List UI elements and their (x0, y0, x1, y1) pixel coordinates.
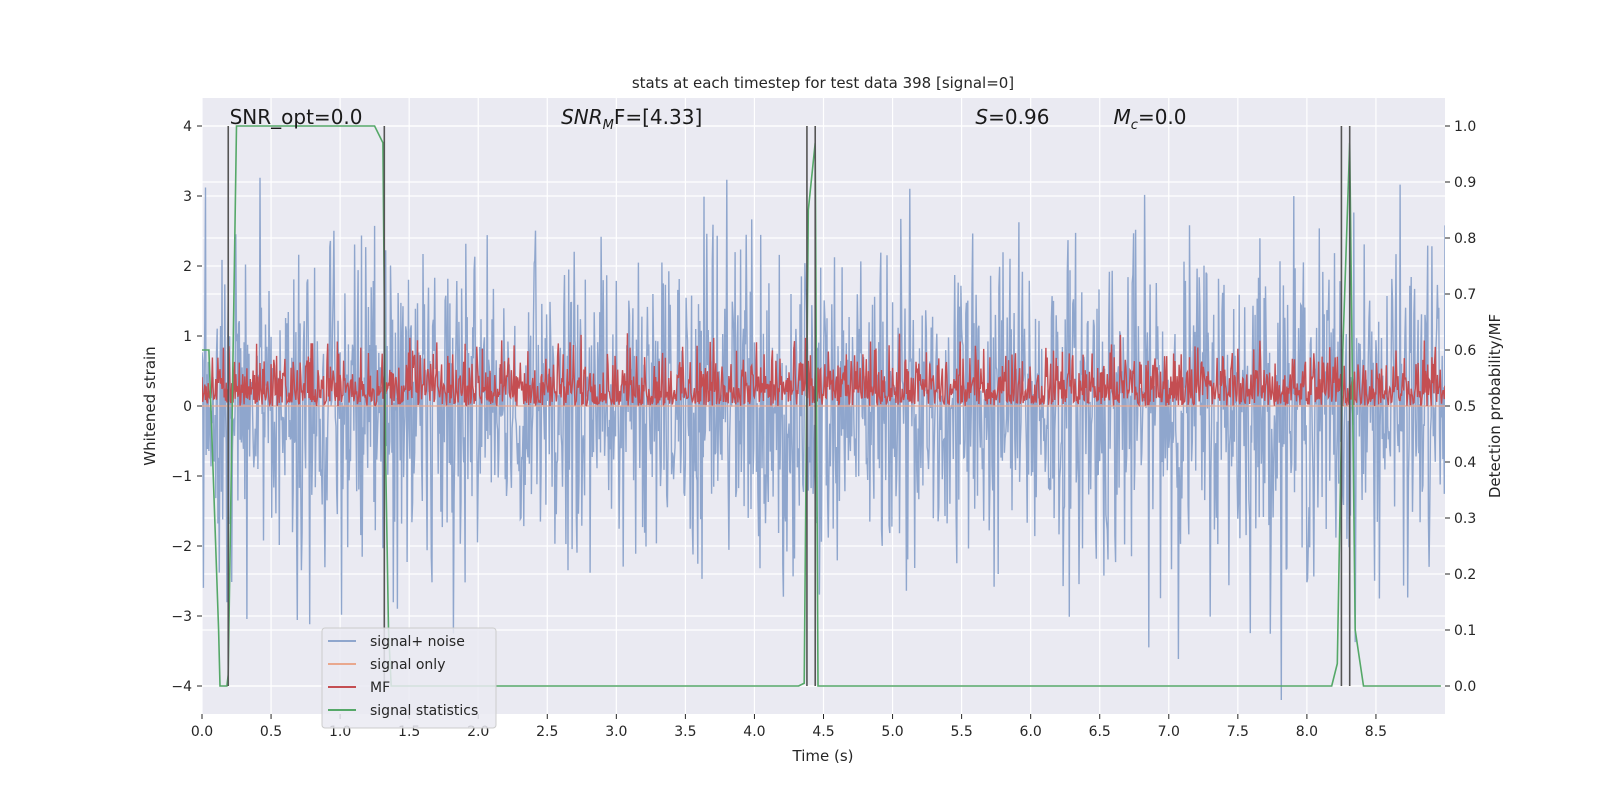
left-y-tick-label: −1 (171, 469, 192, 485)
legend: signal+ noise signal only MF signal statist… (321, 627, 497, 729)
right-y-axis-label: Detection probability/MF (1486, 314, 1504, 498)
legend-entry: signal only (370, 657, 445, 673)
right-y-tick-label: 0.4 (1454, 455, 1476, 471)
x-axis-label: Time (s) (792, 747, 854, 765)
right-y-tick-label: 0.9 (1454, 175, 1476, 191)
vertical-lines (227, 126, 1351, 686)
series-signal-statistics-line (202, 125, 1441, 687)
right-y-tick-label: 0.2 (1454, 567, 1476, 583)
series-layer (202, 125, 1445, 701)
right-y-tick-label: 0.6 (1454, 343, 1476, 359)
right-y-tick-label: 0.1 (1454, 623, 1476, 639)
left-y-axis-ticks: 4 3 2 1 0 −1 −2 −3 −4 (171, 119, 202, 695)
x-tick-label: 0.5 (260, 724, 282, 740)
annotations: SNR_opt=0.0 SNRMF=[4.33] S=0.96 Mc=0.0 (230, 105, 1187, 133)
x-tick-label: 3.0 (605, 724, 627, 740)
x-tick-label: 8.0 (1296, 724, 1318, 740)
left-y-tick-label: 4 (183, 119, 192, 135)
left-y-tick-label: −3 (171, 609, 192, 625)
right-y-tick-label: 1.0 (1454, 119, 1476, 135)
x-tick-label: 6.5 (1089, 724, 1111, 740)
annotation-text: SNR_opt=0.0 (230, 105, 363, 129)
legend-entry: signal+ noise (370, 634, 465, 650)
series-signal-noise-line (202, 177, 1445, 701)
x-tick-label: 4.5 (812, 724, 834, 740)
left-y-tick-label: 1 (183, 329, 192, 345)
left-y-tick-label: 0 (183, 399, 192, 415)
left-y-tick-label: −4 (171, 679, 192, 695)
x-tick-label: 5.0 (881, 724, 903, 740)
right-y-tick-label: 0.3 (1454, 511, 1476, 527)
x-tick-label: 3.5 (674, 724, 696, 740)
left-y-axis-label: Whitened strain (141, 346, 159, 465)
right-y-tick-label: 0.5 (1454, 399, 1476, 415)
x-tick-label: 7.0 (1158, 724, 1180, 740)
x-tick-label: 7.5 (1227, 724, 1249, 740)
legend-box (321, 627, 497, 729)
x-tick-label: 0.0 (191, 724, 213, 740)
right-y-tick-label: 0.0 (1454, 679, 1476, 695)
left-y-tick-label: 3 (183, 189, 192, 205)
x-tick-label: 8.5 (1365, 724, 1387, 740)
chart-title: stats at each timestep for test data 398… (632, 74, 1014, 92)
series-mf-line (202, 333, 1445, 408)
legend-entry: MF (370, 680, 390, 696)
x-tick-label: 4.0 (743, 724, 765, 740)
annotation-text: SNRMF=[4.33] (561, 105, 702, 133)
annotation-text: S=0.96 (975, 105, 1049, 129)
x-tick-label: 5.5 (950, 724, 972, 740)
right-y-tick-label: 0.7 (1454, 287, 1476, 303)
right-y-tick-label: 0.8 (1454, 231, 1476, 247)
right-y-axis-ticks: 1.0 0.9 0.8 0.7 0.6 0.5 0.4 0.3 0.2 0.1 0.0 (1445, 119, 1476, 695)
x-tick-label: 6.0 (1020, 724, 1042, 740)
left-y-tick-label: 2 (183, 259, 192, 275)
annotation-text: Mc=0.0 (1114, 105, 1187, 133)
left-y-tick-label: −2 (171, 539, 192, 555)
x-tick-label: 2.5 (536, 724, 558, 740)
legend-entry: signal statistics (370, 703, 478, 719)
